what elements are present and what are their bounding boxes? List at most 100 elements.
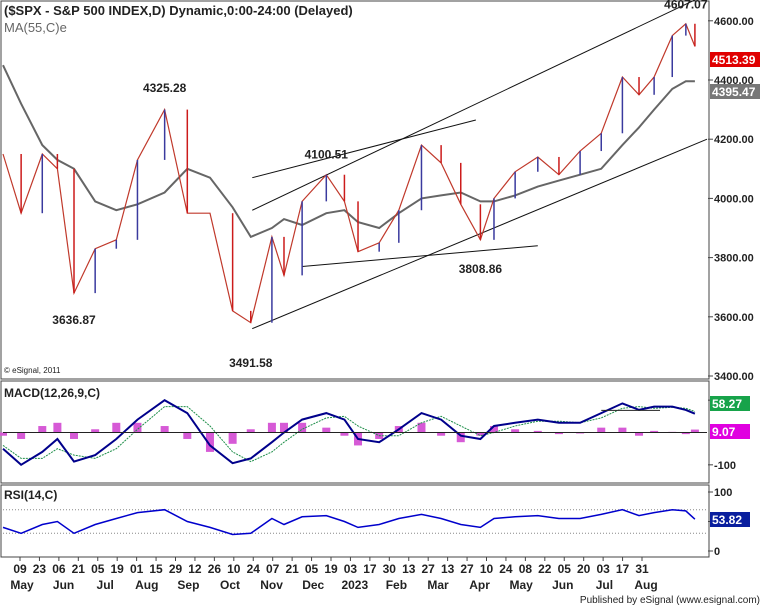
trendline	[252, 138, 708, 330]
rsi-tick-label: 100	[714, 487, 732, 499]
macd-histogram-bar	[267, 422, 276, 433]
x-day-label: 24	[499, 562, 513, 576]
price-annotation-label: 4100.51	[305, 148, 349, 162]
price-tick-label: 4000.00	[714, 193, 754, 205]
macd-histogram-bar	[112, 422, 121, 433]
macd-histogram-bar	[476, 432, 485, 436]
macd-tick-label: -100	[714, 460, 736, 472]
price-annotation-label: 4607.07	[664, 0, 708, 12]
x-day-label: 26	[208, 562, 222, 576]
x-day-label: 29	[169, 562, 183, 576]
x-month-label: Mar	[427, 578, 449, 592]
trendlines	[252, 0, 708, 330]
x-month-label: May	[510, 578, 534, 592]
rsi-panel-border	[0, 484, 710, 558]
x-day-label: 03	[344, 562, 358, 576]
macd-histogram-bar	[322, 427, 331, 433]
x-day-label: 17	[363, 562, 377, 576]
price-tick-label: 4200.00	[714, 134, 754, 146]
macd-histogram-bar	[511, 429, 520, 433]
x-day-label: 10	[480, 562, 494, 576]
macd-histogram-bar	[228, 432, 237, 444]
rsi-reference-lines	[3, 509, 707, 534]
price-bars	[20, 23, 696, 323]
macd-histogram-bar	[554, 432, 563, 435]
price-annotations: 4607.07 4325.28 4100.51 3636.87 3491.58 3808.…	[52, 0, 708, 370]
macd-histogram-bar	[246, 429, 255, 433]
price-panel: ($SPX - S&P 500 INDEX,D) Dynamic,0:00-24…	[0, 0, 710, 380]
rsi-label: RSI(14,C)	[4, 488, 57, 502]
rsi-tick-label: 0	[714, 546, 720, 558]
macd-histogram-bar	[298, 422, 307, 433]
price-y-axis: 4600.004400.004200.004000.003800.003600.…	[708, 16, 760, 383]
x-day-label: 27	[422, 562, 436, 576]
macd-histogram-bar	[618, 427, 627, 433]
price-tick-label: 4600.00	[714, 16, 754, 28]
macd-histogram-bar	[437, 432, 446, 436]
footer-text: Published by eSignal (www.esignal.com)	[580, 595, 760, 606]
ma-value: 4395.47	[712, 85, 756, 99]
x-day-label: 17	[616, 562, 630, 576]
macd-label: MACD(12,26,9,C)	[4, 386, 100, 400]
x-month-label: 2023	[341, 578, 368, 592]
x-month-label: Dec	[302, 578, 324, 592]
rsi-value: 53.82	[712, 513, 742, 527]
x-day-label: 07	[266, 562, 280, 576]
rsi-panel: RSI(14,C)	[0, 484, 710, 558]
rsi-y-axis: 100500 53.82	[708, 487, 750, 558]
ma-label: MA(55,C)e	[4, 20, 67, 35]
macd-histogram-bar	[0, 432, 7, 436]
price-annotation-label: 3808.86	[459, 262, 503, 276]
x-month-label: Jul	[97, 578, 114, 592]
x-day-label: 03	[596, 562, 610, 576]
x-day-label: 12	[188, 562, 202, 576]
x-day-label: 31	[635, 562, 649, 576]
last-price-value: 4513.39	[712, 53, 756, 67]
x-day-label: 19	[111, 562, 125, 576]
x-month-label: Aug	[634, 578, 657, 592]
x-day-label: 30	[383, 562, 397, 576]
macd-histogram-bar	[533, 430, 542, 433]
chart-title: ($SPX - S&P 500 INDEX,D) Dynamic,0:00-24…	[4, 3, 353, 18]
x-month-label: Oct	[220, 578, 240, 592]
x-day-label: 13	[402, 562, 416, 576]
x-month-label: Sep	[177, 578, 199, 592]
trendline	[302, 245, 538, 267]
x-month-label: Jul	[596, 578, 613, 592]
x-day-label: 20	[577, 562, 591, 576]
macd-histogram-bar	[456, 432, 465, 443]
macd-value-badge	[710, 396, 750, 411]
x-day-label: 23	[33, 562, 47, 576]
x-day-label: 22	[538, 562, 552, 576]
x-month-label: May	[10, 578, 34, 592]
x-month-label: Apr	[469, 578, 490, 592]
macd-histogram-bar	[417, 422, 426, 433]
macd-histogram-bar	[635, 432, 644, 436]
x-day-label: 15	[149, 562, 163, 576]
price-annotation-label: 4325.28	[143, 81, 187, 95]
ma-value-badge	[710, 84, 760, 99]
macd-hist-badge	[710, 424, 750, 439]
x-day-label: 09	[13, 562, 27, 576]
macd-histogram-bar	[183, 432, 192, 439]
x-axis: 09 23 06 21 05 19 01 15 29 12 26 10 24 07 21 05 19 03 17 30…	[10, 557, 658, 592]
x-month-label: Feb	[386, 578, 407, 592]
last-price-badge	[710, 52, 760, 67]
x-day-label: 24	[247, 562, 261, 576]
macd-value: 58.27	[712, 397, 742, 411]
price-annotation-label: 3491.58	[229, 356, 273, 370]
x-day-label: 06	[52, 562, 66, 576]
macd-hist-value: 9.07	[712, 425, 736, 439]
trendline	[252, 0, 696, 211]
macd-histogram-bar	[160, 426, 169, 433]
rsi-value-badge	[710, 512, 750, 527]
macd-histogram-bar	[279, 422, 288, 433]
x-day-label: 10	[227, 562, 241, 576]
x-month-label: Aug	[135, 578, 158, 592]
x-day-label: 13	[441, 562, 455, 576]
x-day-label: 27	[460, 562, 474, 576]
macd-histogram-bar	[17, 432, 26, 439]
macd-y-axis: 100-100 58.27 9.07	[708, 395, 750, 472]
macd-line	[2, 399, 696, 467]
